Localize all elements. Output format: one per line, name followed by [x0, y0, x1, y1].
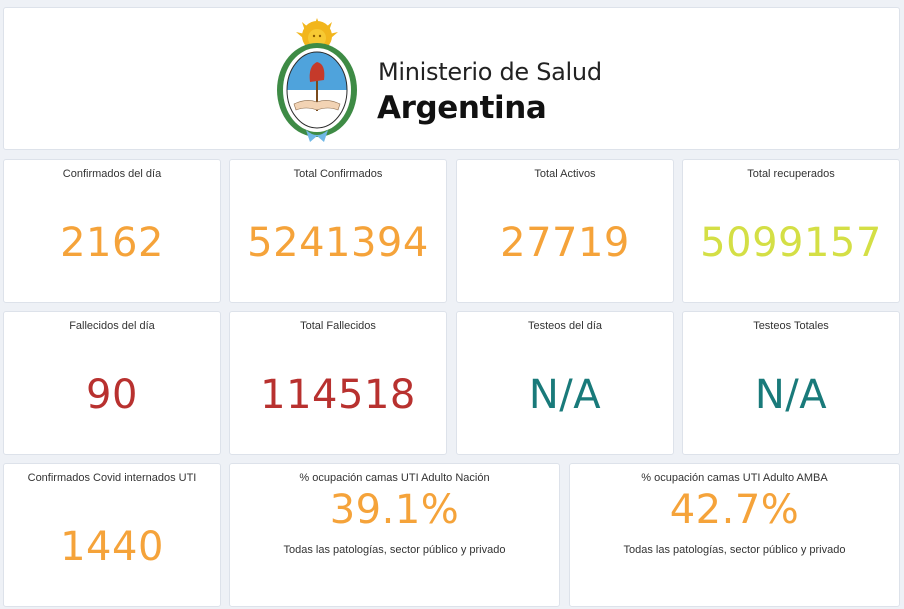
stat-card-ocupacion-amba: % ocupación camas UTI Adulto AMBA 42.7% …	[569, 463, 900, 607]
stat-card-ocupacion-nacion: % ocupación camas UTI Adulto Nación 39.1…	[229, 463, 560, 607]
stat-value: 27719	[500, 220, 630, 266]
stat-title: Total Fallecidos	[300, 320, 376, 332]
stat-value: 114518	[260, 372, 416, 418]
stat-card-total-activos: Total Activos 27719	[456, 159, 674, 303]
stat-title: % ocupación camas UTI Adulto Nación	[299, 472, 490, 484]
stat-title: % ocupación camas UTI Adulto AMBA	[641, 472, 828, 484]
stat-title: Total Confirmados	[293, 168, 383, 180]
stat-card-total-confirmados: Total Confirmados 5241394	[229, 159, 447, 303]
stat-card-testeos-totales: Testeos Totales N/A	[682, 311, 900, 455]
stat-value: N/A	[528, 372, 602, 418]
header-banner: Ministerio de Salud Argentina	[3, 7, 900, 150]
stat-value: 5099157	[700, 220, 882, 266]
stat-value: 90	[86, 372, 138, 418]
argentina-coat-of-arms-logo	[272, 18, 362, 146]
stat-title: Testeos Totales	[753, 320, 829, 332]
stat-card-total-fallecidos: Total Fallecidos 114518	[229, 311, 447, 455]
stat-value: 5241394	[247, 220, 429, 266]
ministry-name: Ministerio de Salud	[378, 58, 602, 86]
stat-card-total-recuperados: Total recuperados 5099157	[682, 159, 900, 303]
stat-card-confirmados-dia: Confirmados del día 2162	[3, 159, 221, 303]
stat-card-testeos-dia: Testeos del día N/A	[456, 311, 674, 455]
stat-note: Todas las patologías, sector público y p…	[623, 544, 846, 556]
stat-value: N/A	[754, 372, 828, 418]
stat-value: 2162	[60, 220, 164, 266]
stat-value: 42.7%	[669, 487, 800, 533]
stat-note: Todas las patologías, sector público y p…	[283, 544, 506, 556]
stat-value: 39.1%	[329, 487, 460, 533]
stat-value: 1440	[60, 524, 164, 570]
stat-title: Total recuperados	[747, 168, 835, 180]
country-name: Argentina	[377, 90, 547, 126]
stat-title: Confirmados Covid internados UTI	[27, 472, 197, 484]
stat-title: Testeos del día	[528, 320, 602, 332]
stat-card-internados-uti: Confirmados Covid internados UTI 1440	[3, 463, 221, 607]
stat-title: Fallecidos del día	[69, 320, 155, 332]
stat-card-fallecidos-dia: Fallecidos del día 90	[3, 311, 221, 455]
stat-title: Confirmados del día	[62, 168, 162, 180]
stat-title: Total Activos	[534, 168, 596, 180]
